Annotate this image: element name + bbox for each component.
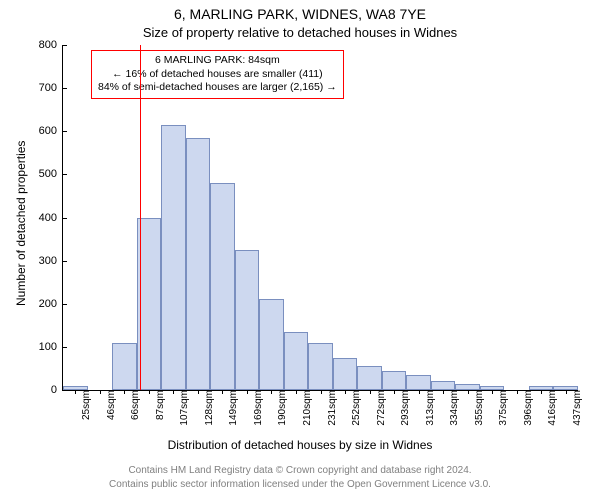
y-tick: 700 xyxy=(39,82,63,94)
x-tick-mark xyxy=(100,390,101,394)
x-tick-label: 334sqm xyxy=(447,390,460,426)
histogram-bar xyxy=(210,183,235,390)
histogram-bar xyxy=(186,138,211,390)
x-tick-mark xyxy=(271,390,272,394)
x-tick-label: 231sqm xyxy=(325,390,338,426)
x-tick-mark xyxy=(566,390,567,394)
histogram-bar xyxy=(112,343,137,390)
y-tick: 300 xyxy=(39,255,63,267)
annotation-box: 6 MARLING PARK: 84sqm ← 16% of detached … xyxy=(91,50,344,99)
x-tick-label: 396sqm xyxy=(521,390,534,426)
footer-line: Contains HM Land Registry data © Crown c… xyxy=(0,465,600,476)
x-tick-label: 149sqm xyxy=(226,390,239,426)
y-tick: 200 xyxy=(39,298,63,310)
x-tick-label: 272sqm xyxy=(374,390,387,426)
x-tick-mark xyxy=(345,390,346,394)
x-tick-mark xyxy=(492,390,493,394)
x-tick-label: 107sqm xyxy=(177,390,190,426)
x-tick-mark xyxy=(222,390,223,394)
histogram-bar xyxy=(333,358,358,390)
x-tick-mark xyxy=(517,390,518,394)
y-tick: 800 xyxy=(39,39,63,51)
x-tick-label: 437sqm xyxy=(570,390,583,426)
annotation-line: 84% of semi-detached houses are larger (… xyxy=(98,81,337,95)
x-tick-label: 355sqm xyxy=(472,390,485,426)
x-tick-label: 128sqm xyxy=(202,390,215,426)
x-tick-mark xyxy=(296,390,297,394)
x-tick-mark xyxy=(124,390,125,394)
x-axis-label: Distribution of detached houses by size … xyxy=(0,438,600,452)
x-tick-label: 252sqm xyxy=(349,390,362,426)
y-tick: 600 xyxy=(39,125,63,137)
histogram-bar xyxy=(308,343,333,390)
x-tick-mark xyxy=(468,390,469,394)
x-tick-label: 66sqm xyxy=(128,390,141,420)
x-tick-mark xyxy=(370,390,371,394)
x-tick-mark xyxy=(394,390,395,394)
y-tick: 400 xyxy=(39,212,63,224)
histogram-bar xyxy=(259,299,284,390)
histogram-bar xyxy=(161,125,186,390)
x-tick-label: 416sqm xyxy=(545,390,558,426)
x-tick-mark xyxy=(173,390,174,394)
x-tick-mark xyxy=(247,390,248,394)
x-tick-mark xyxy=(149,390,150,394)
y-axis-label: Number of detached properties xyxy=(14,140,28,305)
marker-line xyxy=(140,45,141,390)
histogram-bar xyxy=(431,381,456,390)
x-tick-label: 46sqm xyxy=(104,390,117,420)
x-tick-mark xyxy=(541,390,542,394)
y-tick: 100 xyxy=(39,341,63,353)
annotation-line: 6 MARLING PARK: 84sqm xyxy=(98,54,337,68)
histogram-bar xyxy=(235,250,260,390)
histogram-bar xyxy=(382,371,407,390)
x-tick-mark xyxy=(443,390,444,394)
plot-area: 6 MARLING PARK: 84sqm ← 16% of detached … xyxy=(62,45,578,391)
x-tick-label: 375sqm xyxy=(496,390,509,426)
annotation-line: ← 16% of detached houses are smaller (41… xyxy=(98,68,337,82)
x-tick-label: 87sqm xyxy=(153,390,166,420)
histogram-bar xyxy=(357,366,382,390)
y-tick: 0 xyxy=(51,384,63,396)
chart-subtitle: Size of property relative to detached ho… xyxy=(0,25,600,40)
x-tick-label: 25sqm xyxy=(79,390,92,420)
x-tick-mark xyxy=(321,390,322,394)
x-tick-label: 210sqm xyxy=(300,390,313,426)
x-tick-label: 293sqm xyxy=(398,390,411,426)
x-tick-label: 313sqm xyxy=(423,390,436,426)
histogram-bar xyxy=(406,375,431,390)
y-tick: 500 xyxy=(39,168,63,180)
x-tick-label: 190sqm xyxy=(275,390,288,426)
chart-title: 6, MARLING PARK, WIDNES, WA8 7YE xyxy=(0,6,600,22)
x-tick-mark xyxy=(198,390,199,394)
x-tick-mark xyxy=(419,390,420,394)
x-tick-mark xyxy=(75,390,76,394)
footer-line: Contains public sector information licen… xyxy=(0,479,600,490)
histogram-bar xyxy=(284,332,309,390)
x-tick-label: 169sqm xyxy=(251,390,264,426)
chart-container: 6, MARLING PARK, WIDNES, WA8 7YE Size of… xyxy=(0,0,600,500)
